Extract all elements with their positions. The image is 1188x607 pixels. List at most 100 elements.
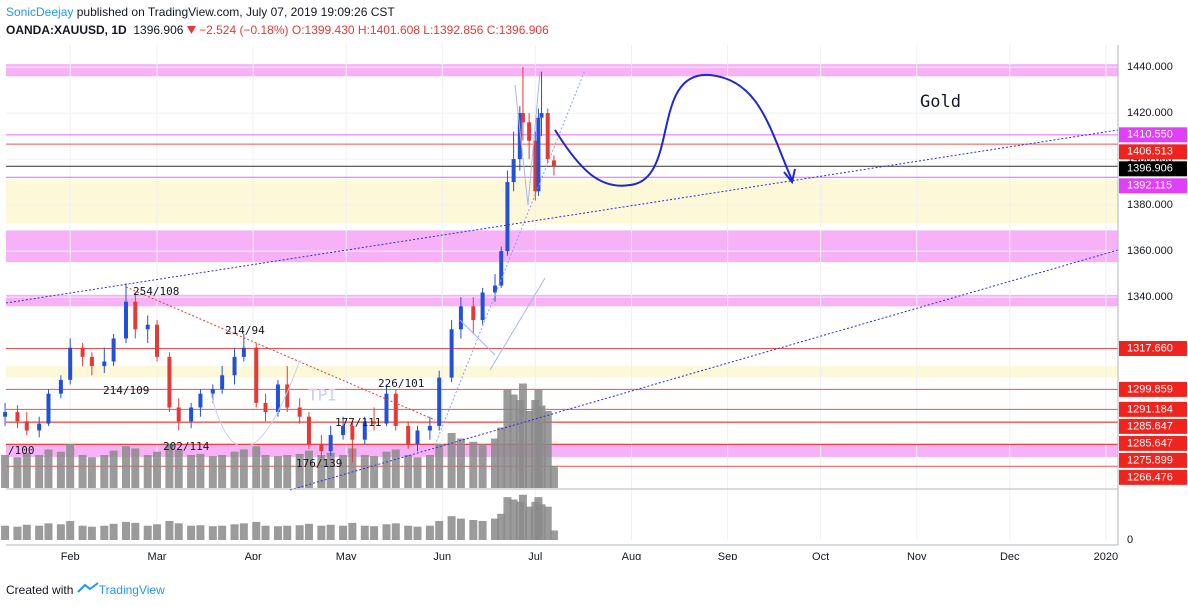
candle-body — [319, 444, 324, 452]
candle-body — [263, 402, 268, 413]
volume-bar — [456, 438, 465, 488]
candle-body — [545, 113, 550, 160]
candle-body — [210, 389, 215, 394]
candle-body — [437, 377, 442, 426]
tv-logo — [77, 582, 99, 593]
volume-bar — [503, 497, 512, 540]
price-tag — [1119, 401, 1187, 417]
change: −2.524 (−0.18%) — [199, 23, 289, 37]
drawings — [5, 69, 1119, 491]
annotation: 254/108 — [133, 285, 179, 298]
candle-body — [415, 430, 420, 445]
candle-body — [533, 140, 538, 192]
brand[interactable]: TradingView — [98, 583, 165, 597]
volume-bar — [122, 446, 131, 488]
volume-bar — [425, 455, 434, 488]
candle-body — [80, 347, 85, 357]
candle-body — [406, 425, 411, 445]
volume-bar — [326, 452, 335, 488]
candle-body — [198, 393, 203, 408]
author[interactable]: SonicDeejay — [6, 5, 74, 19]
candle-body — [372, 421, 377, 424]
volume-bar — [339, 525, 348, 540]
volume-bar — [370, 526, 379, 540]
candle-body — [124, 301, 129, 339]
volume-bar — [360, 455, 369, 488]
x-tick-label: Sep — [718, 551, 738, 560]
volume-bar — [174, 449, 183, 488]
candle-body — [520, 113, 525, 123]
volume-bar — [261, 525, 270, 540]
volume-bar — [469, 441, 478, 488]
candle-body — [46, 393, 51, 424]
y-tick-label: 1340.000 — [1127, 291, 1173, 303]
x-tick-label: Oct — [812, 551, 829, 560]
candle-body — [145, 324, 150, 330]
volume-bar — [295, 453, 304, 488]
price-tag — [1119, 144, 1187, 160]
candle-body — [89, 356, 94, 367]
candle-body — [220, 375, 225, 390]
volume-bar — [447, 516, 456, 540]
volume-bar — [339, 455, 348, 488]
volume-bar — [469, 520, 478, 540]
candle-body — [3, 412, 8, 417]
candle-body — [527, 122, 532, 141]
zone — [6, 294, 1118, 307]
down-arrow — [186, 26, 196, 34]
candle-body — [285, 384, 290, 408]
annotations: 254/108 214/94 214/109 202/114 226/101 177/11… — [8, 92, 961, 470]
price-tag-label: 1406.513 — [1127, 146, 1173, 158]
candle-body — [480, 292, 485, 321]
volume-bar — [413, 457, 422, 488]
volume-bar — [273, 526, 282, 540]
volume-bar — [165, 444, 174, 488]
trendline — [5, 129, 1119, 304]
volume-bar — [518, 494, 527, 540]
candle-body — [328, 435, 333, 452]
volume-bar — [13, 457, 22, 488]
candle-body — [511, 159, 516, 183]
volume-bar — [391, 523, 400, 540]
annotation: 214/109 — [103, 384, 149, 397]
volume-bar — [100, 525, 109, 540]
ohlc: O:1399.430 H:1401.608 L:1392.856 C:1396.… — [291, 23, 549, 37]
candle-body — [493, 285, 498, 293]
candle-body — [275, 384, 280, 413]
volume-bar — [261, 455, 270, 488]
x-tick-label: May — [336, 551, 357, 560]
price-tag-label: 1285.647 — [1127, 420, 1173, 432]
price-tag — [1119, 381, 1187, 397]
volume-bar — [44, 523, 53, 540]
volume-bar — [537, 504, 546, 540]
price-tag-label: 1299.859 — [1127, 383, 1173, 395]
candle-body — [111, 338, 116, 362]
x-tick-label: 2020 — [1094, 551, 1118, 560]
volume-bar — [131, 448, 140, 488]
trendline — [125, 286, 436, 421]
annotation: Gold — [920, 92, 961, 112]
candle-body — [102, 361, 107, 367]
volume-bar — [100, 455, 109, 488]
volume-bar — [317, 455, 326, 488]
volume-bar — [1, 455, 10, 488]
volume-bar — [56, 524, 65, 540]
y-tick-label: 1360.000 — [1127, 245, 1173, 257]
candle-body — [393, 393, 398, 426]
candles — [3, 67, 556, 463]
volume-bar — [230, 451, 239, 488]
candle-body — [539, 113, 544, 118]
x-tick-label: Jul — [528, 551, 542, 560]
volume-bar — [13, 526, 22, 540]
volume-bar — [196, 453, 205, 488]
y-tick-label: 1420.000 — [1127, 107, 1173, 119]
volume-bar — [497, 427, 506, 488]
candle-body — [499, 251, 504, 286]
price-tag-label: 1285.647 — [1127, 437, 1173, 449]
created: Created with — [6, 583, 74, 597]
volume-bar — [413, 526, 422, 540]
volume-bar — [497, 513, 506, 540]
candle-body — [341, 425, 346, 436]
volume-bar — [435, 444, 444, 488]
zone — [6, 230, 1118, 263]
